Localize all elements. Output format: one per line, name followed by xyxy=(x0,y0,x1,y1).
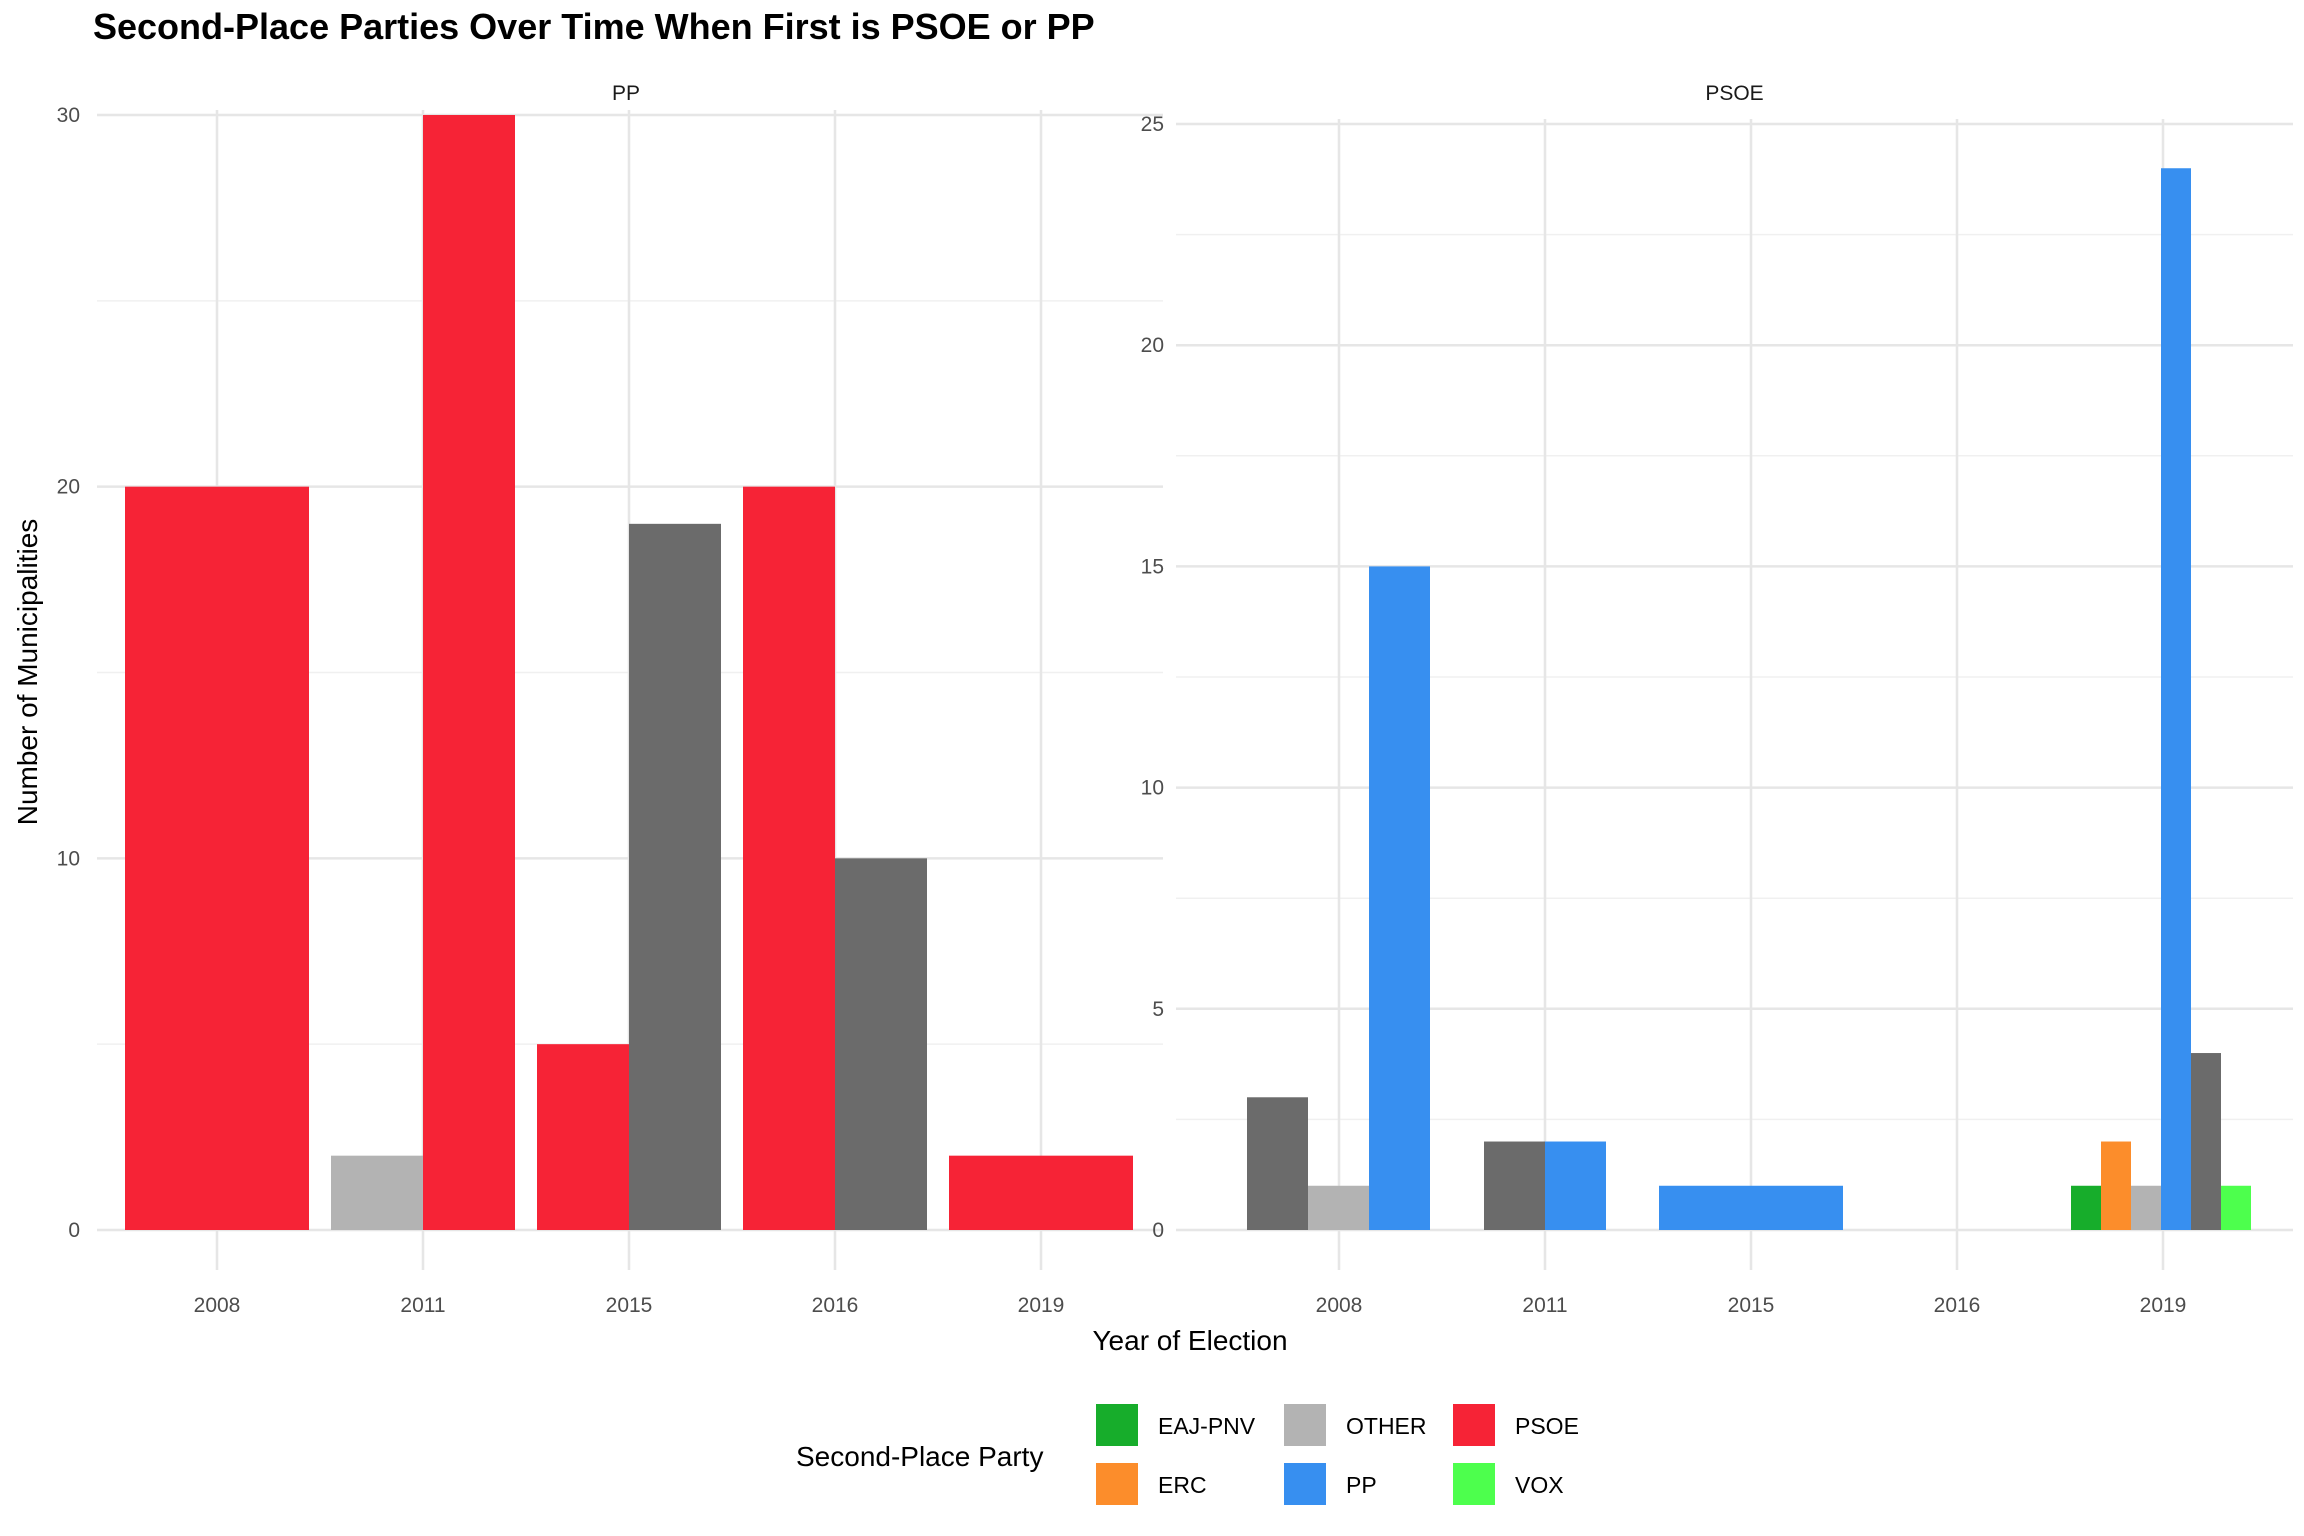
y-tick-label: 5 xyxy=(1152,998,1164,1021)
y-tick-label: 10 xyxy=(1141,777,1164,800)
x-tick-label: 2019 xyxy=(2140,1294,2187,1317)
legend-label-vox: VOX xyxy=(1515,1472,1564,1498)
legend-label-psoe: PSOE xyxy=(1515,1413,1579,1439)
y-tick-label: 20 xyxy=(1141,334,1164,357)
bar-pp-2015-psoe xyxy=(537,1044,629,1230)
facet-label: PSOE xyxy=(1705,82,1763,105)
y-axis-title: Number of Municipalities xyxy=(12,519,43,826)
x-tick-label: 2016 xyxy=(812,1294,859,1317)
legend-swatch-other xyxy=(1284,1404,1326,1446)
bar-pp-2016-unlabeled xyxy=(835,858,927,1230)
x-tick-label: 2008 xyxy=(194,1294,241,1317)
legend-label-pp: PP xyxy=(1346,1472,1377,1498)
x-tick-label: 2011 xyxy=(1522,1294,1567,1317)
legend-label-eaj-pnv: EAJ-PNV xyxy=(1158,1413,1256,1439)
x-tick-label: 2015 xyxy=(606,1294,653,1317)
x-tick-label: 2015 xyxy=(1728,1294,1775,1317)
legend-label-erc: ERC xyxy=(1158,1472,1207,1498)
y-tick-label: 15 xyxy=(1141,555,1164,578)
bar-psoe-2008-unlabeled xyxy=(1247,1097,1308,1230)
x-axis-title: Year of Election xyxy=(1092,1325,1287,1356)
bar-psoe-2008-other xyxy=(1308,1185,1369,1230)
y-tick-label: 10 xyxy=(57,847,80,870)
bar-psoe-2019-pp xyxy=(2161,168,2191,1231)
legend-swatch-erc xyxy=(1096,1463,1138,1505)
bar-pp-2011-other xyxy=(331,1155,423,1230)
chart-title: Second-Place Parties Over Time When Firs… xyxy=(93,6,1095,47)
x-tick-label: 2016 xyxy=(1934,1294,1981,1317)
y-tick-label: 30 xyxy=(57,104,80,127)
y-tick-label: 0 xyxy=(68,1219,80,1242)
bar-pp-2016-psoe xyxy=(743,486,835,1231)
bar-psoe-2011-pp xyxy=(1545,1141,1606,1230)
legend-label-other: OTHER xyxy=(1346,1413,1427,1439)
legend-swatch-psoe xyxy=(1453,1404,1495,1446)
bar-psoe-2019-unlabeled xyxy=(2191,1053,2221,1230)
bar-psoe-2015-pp xyxy=(1659,1185,1843,1230)
y-tick-label: 20 xyxy=(57,476,80,499)
legend-swatch-vox xyxy=(1453,1463,1495,1505)
bar-pp-2011-psoe xyxy=(423,115,515,1230)
bar-psoe-2019-eaj-pnv xyxy=(2071,1185,2101,1230)
y-tick-label: 25 xyxy=(1141,113,1164,136)
legend-swatch-eaj-pnv xyxy=(1096,1404,1138,1446)
x-tick-label: 2008 xyxy=(1316,1294,1363,1317)
x-tick-label: 2011 xyxy=(400,1294,445,1317)
bar-pp-2015-unlabeled xyxy=(629,523,721,1230)
legend-title: Second-Place Party xyxy=(796,1441,1043,1472)
bar-psoe-2008-pp xyxy=(1369,566,1430,1230)
bar-pp-2008-psoe xyxy=(125,486,309,1231)
bar-pp-2019-psoe xyxy=(949,1155,1133,1230)
bar-psoe-2011-unlabeled xyxy=(1484,1141,1545,1230)
facet-label: PP xyxy=(612,82,640,105)
legend-swatch-pp xyxy=(1284,1463,1326,1505)
bar-psoe-2019-erc xyxy=(2101,1141,2131,1230)
bar-psoe-2019-vox xyxy=(2221,1185,2251,1230)
bar-psoe-2019-other xyxy=(2131,1185,2161,1230)
y-tick-label: 0 xyxy=(1152,1219,1164,1242)
x-tick-label: 2019 xyxy=(1018,1294,1065,1317)
